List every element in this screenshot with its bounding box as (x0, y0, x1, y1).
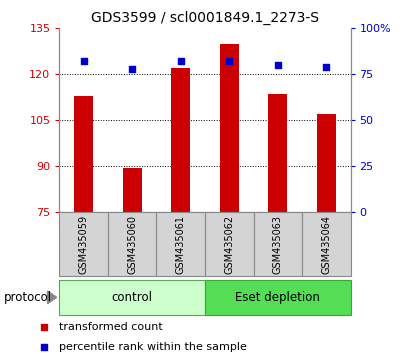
Bar (301, 212, 350, 276)
Bar (204, 212, 253, 276)
Title: GDS3599 / scl0001849.1_2273-S: GDS3599 / scl0001849.1_2273-S (91, 10, 318, 24)
Bar (122, 168, 142, 212)
Text: protocol: protocol (4, 291, 52, 304)
Text: Eset depletion: Eset depletion (235, 291, 319, 304)
Bar (171, 68, 190, 212)
Text: control: control (111, 291, 152, 304)
Bar (204, 280, 350, 315)
Bar (59, 212, 108, 276)
Bar (253, 212, 301, 276)
Point (177, 59, 184, 64)
Point (40, 325, 47, 330)
Point (274, 62, 281, 68)
Bar (316, 114, 335, 212)
Point (128, 66, 135, 72)
Bar (108, 212, 156, 276)
Point (225, 59, 232, 64)
Point (322, 64, 329, 70)
Text: GSM435060: GSM435060 (127, 215, 137, 274)
Point (40, 344, 47, 350)
Point (80, 59, 87, 64)
Bar (219, 44, 238, 212)
Text: transformed count: transformed count (58, 322, 162, 332)
Bar (156, 212, 204, 276)
Text: percentile rank within the sample: percentile rank within the sample (58, 342, 246, 352)
Text: GSM435063: GSM435063 (272, 215, 282, 274)
Bar (59, 280, 204, 315)
Text: GSM435062: GSM435062 (224, 215, 234, 274)
Bar (267, 94, 287, 212)
Text: GSM435061: GSM435061 (175, 215, 185, 274)
Bar (74, 96, 93, 212)
Text: GSM435059: GSM435059 (79, 215, 88, 274)
Text: GSM435064: GSM435064 (321, 215, 330, 274)
